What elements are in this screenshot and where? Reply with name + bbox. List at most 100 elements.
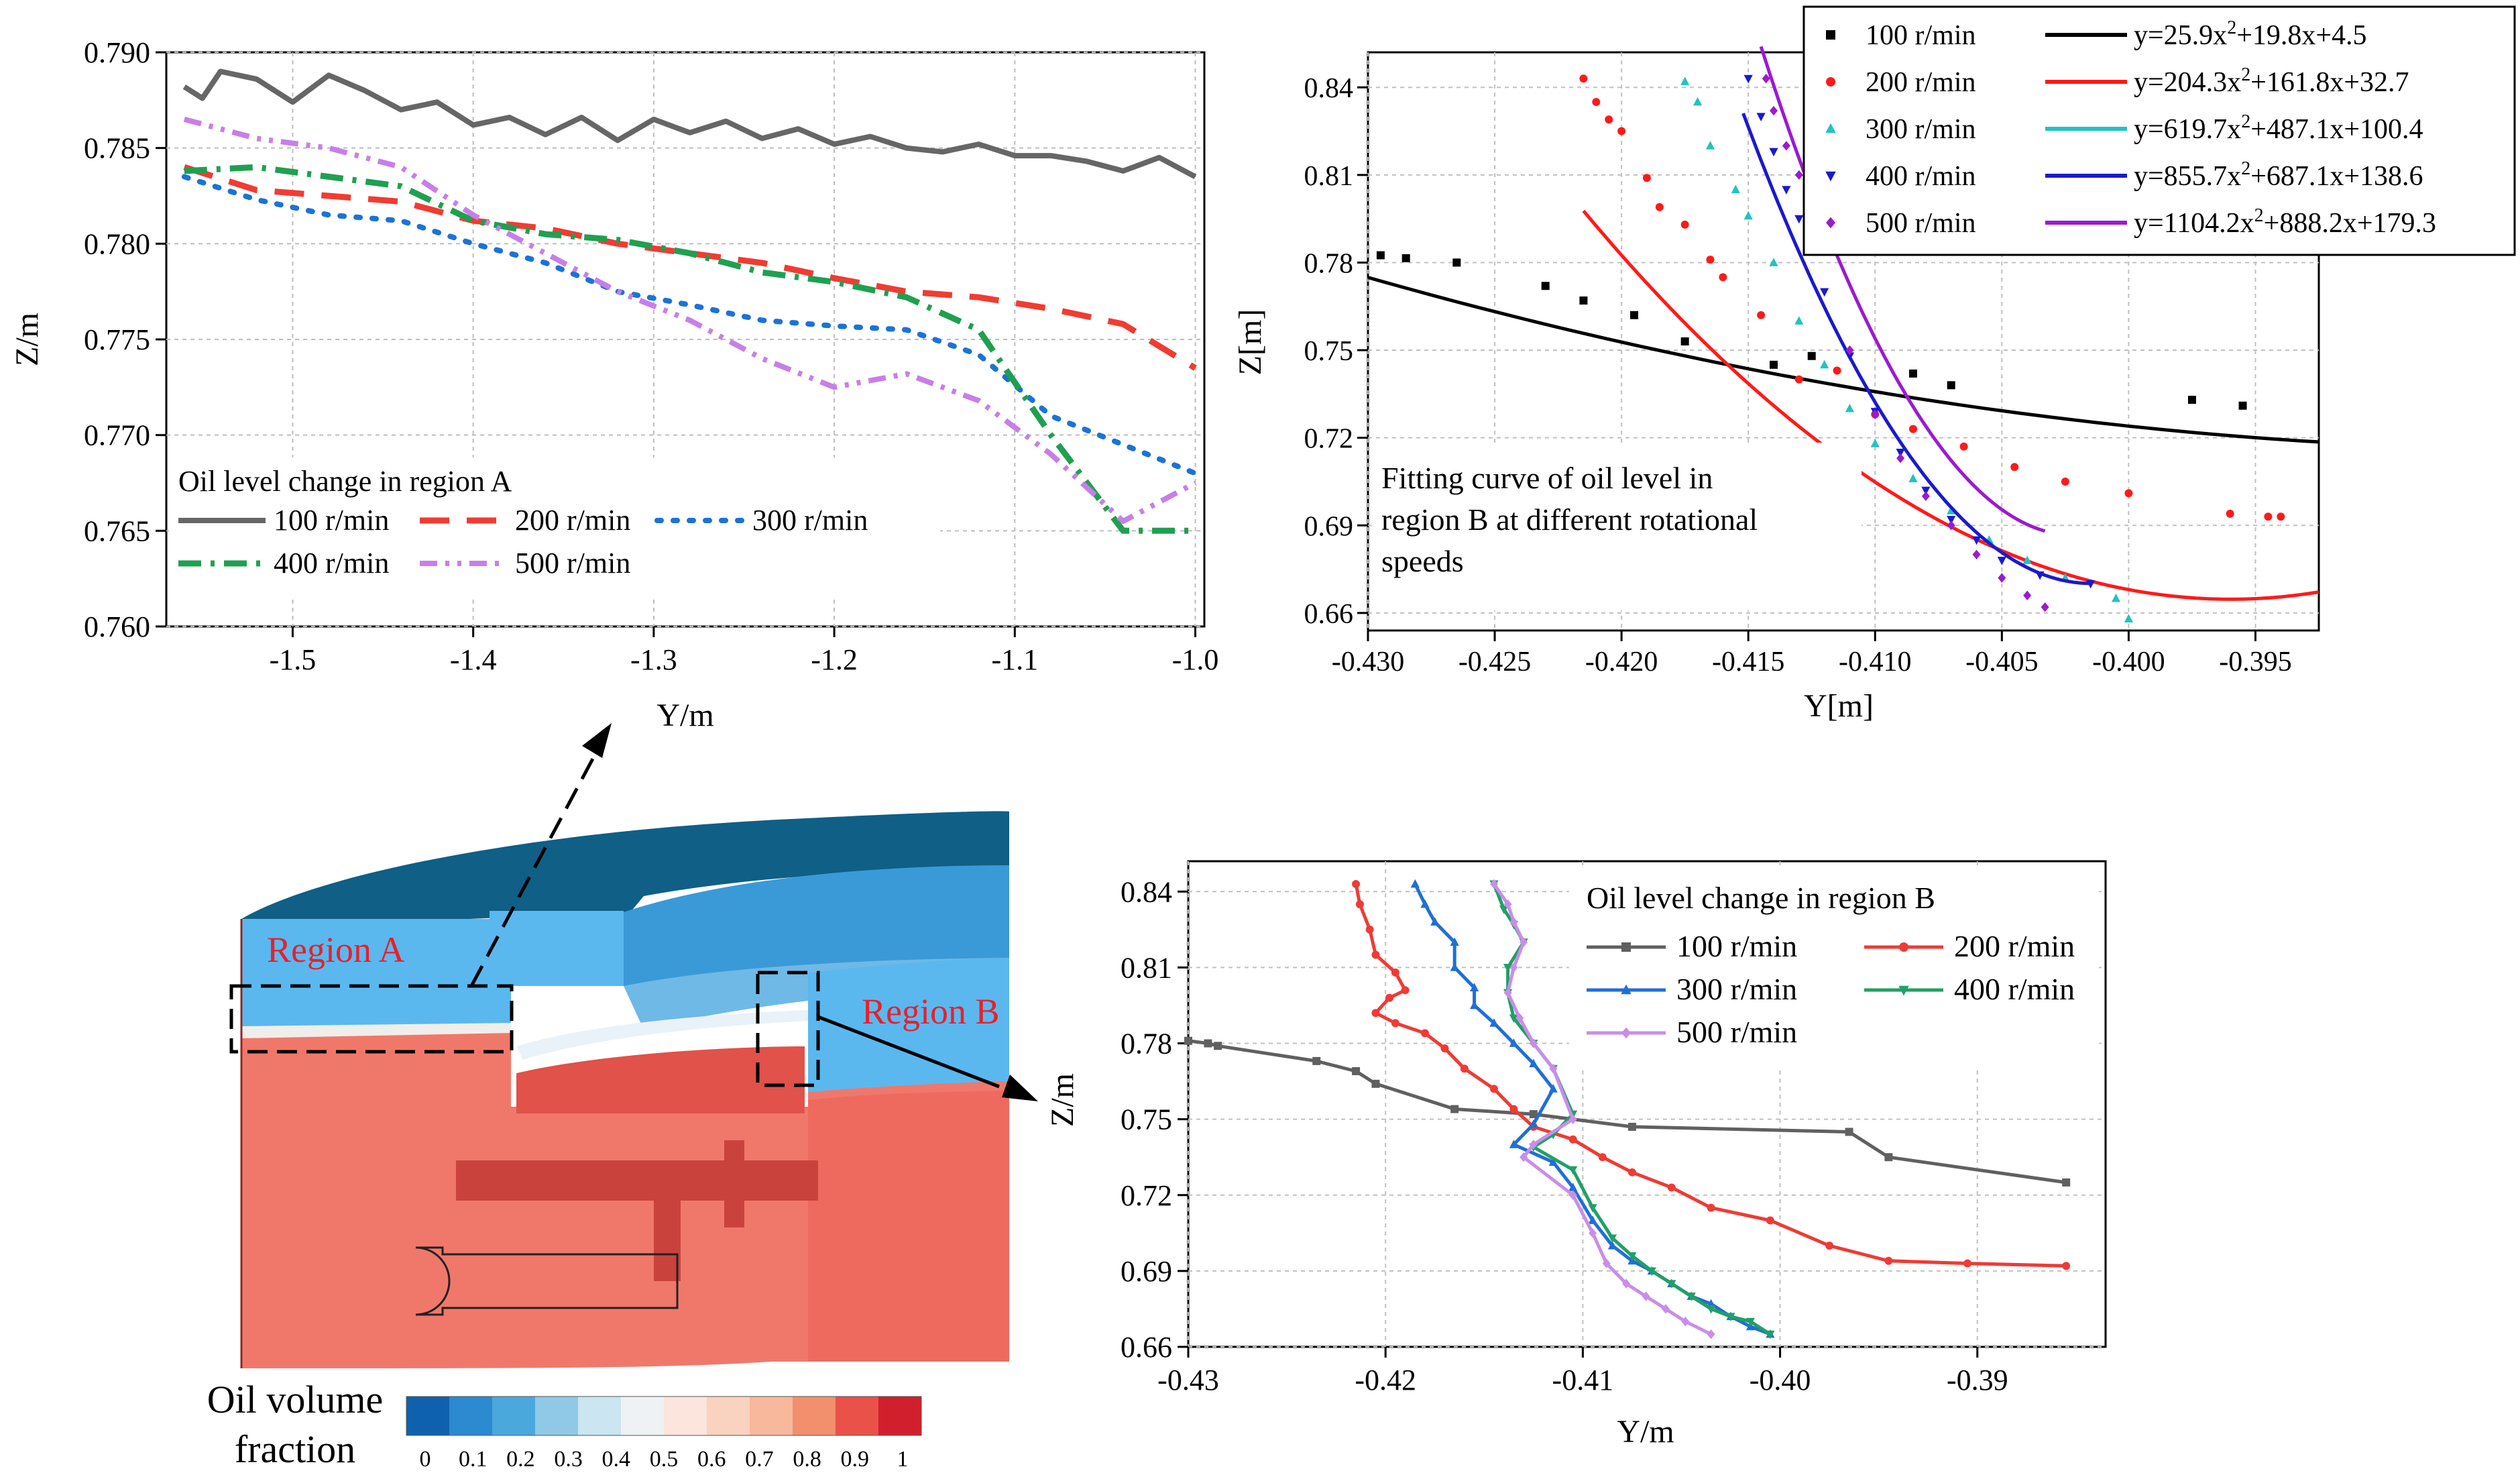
fit-point <box>1947 506 1956 514</box>
chart-b-xlabel: Y/m <box>1617 1414 1674 1449</box>
chart-a-ylabel: Z/m <box>9 313 45 366</box>
region-a-box <box>229 984 514 1054</box>
fit-point <box>2264 512 2273 521</box>
colorbar-cell <box>878 1396 921 1435</box>
arrow-region-a-head <box>582 723 612 758</box>
series-point <box>1598 1153 1607 1162</box>
tick-label-y: 0.790 <box>84 36 150 69</box>
legend-marker <box>1899 942 1908 952</box>
legend-marker <box>1825 171 1836 182</box>
series-point <box>1469 983 1479 991</box>
series-point <box>1529 1058 1538 1068</box>
fit-point <box>1947 516 1956 525</box>
chart-fit-legend-box <box>1802 5 2516 256</box>
cfd-internal-beam <box>456 1160 818 1201</box>
fit-point <box>1592 98 1601 107</box>
cfd-section-image: Region A Region B <box>229 723 1038 1368</box>
legend-label: 400 r/min <box>274 547 389 580</box>
cfd-internal-post-2 <box>724 1140 744 1227</box>
series-point <box>1490 1085 1498 1093</box>
colorbar-label: 0 <box>420 1447 431 1472</box>
series-point <box>1667 1183 1676 1192</box>
series-point <box>1549 1064 1558 1074</box>
fit-point <box>2111 593 2121 602</box>
legend-fit-equation: y=25.9x2+19.8x+4.5 <box>2134 17 2367 51</box>
fit-point <box>1452 258 1461 267</box>
series-point <box>1509 1038 1519 1047</box>
legend-marker <box>1825 123 1836 133</box>
series-point <box>1607 1234 1617 1244</box>
chart-region-b: -0.43 -0.42 -0.41 -0.40 -0.39 0.66 0.69 0.72 0.7… <box>1045 860 2107 1449</box>
series-point <box>1667 1280 1676 1288</box>
fit-point <box>1845 403 1855 413</box>
series-point <box>1503 987 1512 998</box>
series-point <box>1371 1079 1380 1088</box>
tick-label-x: -0.405 <box>1965 647 2039 677</box>
fit-point <box>1705 141 1715 150</box>
series-point <box>1568 1190 1577 1200</box>
legend-label: 300 r/min <box>752 504 868 537</box>
tick-label-y: 0.69 <box>1304 511 1354 542</box>
series-point <box>1588 1204 1597 1213</box>
colorbar-label: 0.5 <box>650 1447 679 1472</box>
fit-point <box>1769 148 1778 157</box>
chart-fit-ylabel: Z[m] <box>1233 309 1268 376</box>
fit-point <box>1959 442 1968 451</box>
fit-point <box>1908 474 1918 483</box>
chart-fit-title-line-2: region B at different rotational <box>1381 502 1758 537</box>
series-point <box>1503 963 1513 973</box>
series-point <box>1214 1042 1222 1050</box>
legend-fit-exponent: 2 <box>2254 205 2264 226</box>
series-point <box>1490 879 1498 889</box>
series-point <box>1766 1216 1774 1225</box>
tick-label-y: 0.81 <box>1304 161 1354 192</box>
legend-label: 300 r/min <box>1676 972 1797 1006</box>
tick-label-x: -0.430 <box>1332 647 1405 677</box>
colorbar-frame <box>406 1396 922 1436</box>
legend-label: 200 r/min <box>515 504 630 537</box>
colorbar-cell <box>492 1396 535 1435</box>
tick-label-y: 0.72 <box>1304 424 1354 455</box>
series-point <box>1385 993 1394 1002</box>
fit-point <box>1680 220 1689 229</box>
tick-label-x: -1.5 <box>270 643 317 676</box>
legend-label: 500 r/min <box>515 547 630 580</box>
cfd-internal-post <box>654 1201 681 1281</box>
series-point <box>1355 900 1364 909</box>
series-point <box>1568 1166 1578 1175</box>
chart-b-ticks: -0.43 -0.42 -0.41 -0.40 -0.39 0.66 0.69 0.72 0.7… <box>1121 875 2008 1396</box>
colorbar-title-line-1: Oil volume <box>207 1378 384 1421</box>
tick-label-y: 0.66 <box>1121 1331 1172 1364</box>
legend-label: 100 r/min <box>274 504 389 537</box>
legend-fit-tail: +19.8x+4.5 <box>2236 20 2366 51</box>
region-b-box <box>756 971 820 1087</box>
colorbar-label: 0.2 <box>506 1447 535 1472</box>
series-point <box>2062 1262 2071 1270</box>
tick-label-x: -0.420 <box>1585 647 1658 677</box>
series-point <box>1548 1157 1558 1166</box>
tick-label-y: 0.75 <box>1121 1103 1172 1136</box>
tick-label-x: -0.43 <box>1157 1364 1219 1396</box>
tick-label-x: -0.395 <box>2219 647 2292 677</box>
fit-point <box>1757 311 1766 319</box>
colorbar-cell <box>578 1396 621 1435</box>
fit-point <box>1693 97 1703 106</box>
series-point <box>1548 1084 1558 1093</box>
legend-marker <box>1898 985 1909 996</box>
fit-point <box>1807 351 1816 360</box>
series-point <box>1509 1140 1519 1148</box>
chart-a-legend: 100 r/min 200 r/min 300 r/min 400 r/min 500 … <box>178 504 868 580</box>
chart-a-xlabel: Y/m <box>656 698 713 733</box>
series-point <box>1647 1267 1656 1276</box>
series-point <box>1450 963 1459 971</box>
colorbar-label: 0.9 <box>841 1447 870 1472</box>
colorbar-label: 0.3 <box>554 1447 583 1472</box>
colorbar-label: 1 <box>897 1447 909 1472</box>
arrow-region-b-line <box>817 1015 1000 1089</box>
tick-label-y: 0.770 <box>84 419 150 452</box>
series-point <box>1509 917 1518 927</box>
colorbar-cell <box>836 1396 878 1435</box>
colorbar-label: 0.8 <box>793 1447 821 1472</box>
series-point <box>1312 1056 1321 1065</box>
colorbar: Oil volume fraction 0 0.1 0.2 0.3 0.4 0.5 0.6 0… <box>207 1378 922 1472</box>
